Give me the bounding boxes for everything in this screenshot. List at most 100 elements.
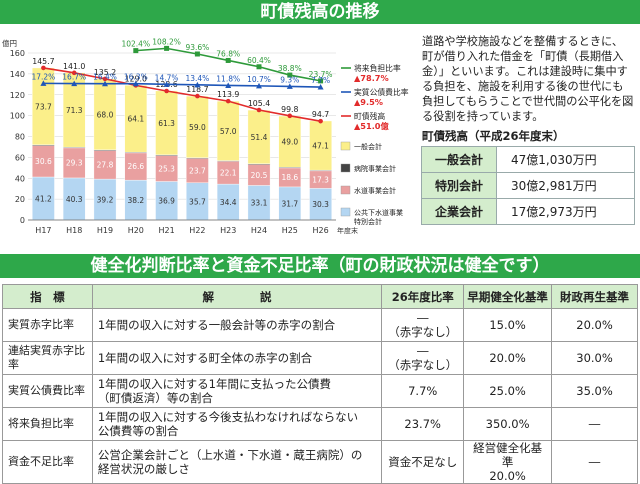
indicator-early: 15.0% (463, 308, 553, 342)
debt-service-label: 16.3% (124, 73, 148, 82)
table-row: 実質公債費比率 1年間の収入に対する1年間に支払った公債費 （町債返済）等の割合 … (2, 374, 638, 408)
header-fy26-rate: 26年度比率 (381, 284, 465, 309)
x-tick-label: H21 (158, 226, 174, 235)
debt-service-label: 16.7% (62, 73, 86, 82)
total-balance-label: 135.2 (94, 68, 116, 77)
debt-service-point (102, 80, 108, 87)
data-label: 25.3 (158, 164, 175, 173)
x-suffix-label: 年度末 (337, 226, 358, 235)
x-tick-label: H26 (312, 226, 328, 235)
data-label: 41.2 (35, 194, 52, 203)
total-balance-point (71, 70, 77, 76)
debt-service-line (43, 82, 321, 88)
data-label: 23.7 (189, 166, 206, 175)
indicator-name: 将来負担比率 (2, 407, 93, 441)
data-label: 29.3 (66, 159, 83, 168)
y-tick-label: 0 (20, 216, 25, 225)
debt-service-label: 13.4% (185, 74, 209, 83)
indicator-description: 1年間の収入に対する町全体の赤字の割合 (91, 341, 383, 375)
balance-value: 17億2,973万円 (496, 198, 635, 225)
debt-service-point (256, 82, 262, 89)
total-balance-point (287, 113, 293, 119)
debt-service-label: 11.8% (216, 74, 240, 83)
table-row: 実質赤字比率 1年間の収入に対する一般会計等の赤字の割合 ― （赤字なし） 15.… (2, 308, 638, 342)
x-tick-label: H22 (189, 226, 205, 235)
header-indicator: 指 標 (2, 284, 93, 309)
debt-service-point (225, 82, 232, 88)
ratio-table: 指 標 解 説 26年度比率 早期健全化基準 財政再生基準 実質赤字比率 1年間… (2, 284, 638, 484)
total-balance-point (256, 107, 262, 113)
legend-swatch (340, 141, 351, 151)
indicator-rebuild: 20.0% (551, 308, 638, 342)
total-balance-point (102, 76, 108, 82)
indicator-rebuild: ― (551, 407, 638, 441)
y-tick-label: 80 (15, 133, 25, 142)
future-burden-point (164, 45, 170, 51)
balance-row: 特別会計 30億2,981万円 (421, 172, 635, 199)
debt-service-point (163, 81, 170, 87)
data-label: 20.5 (251, 171, 268, 180)
header-early-standard: 早期健全化基準 (463, 284, 553, 309)
legend-swatch (340, 185, 351, 195)
balance-label: 一般会計 (421, 146, 497, 173)
y-tick-label: 40 (15, 174, 25, 183)
future-burden-point (194, 51, 200, 57)
indicator-rebuild: 35.0% (551, 374, 638, 408)
header-rebuild-standard: 財政再生基準 (551, 284, 638, 309)
balance-value: 47億1,030万円 (496, 146, 635, 173)
indicator-early: 20.0% (463, 341, 553, 375)
total-balance-point (164, 88, 169, 94)
y-tick-label: 140 (10, 70, 25, 79)
balance-table: 一般会計 47億1,030万円 特別会計 30億2,981万円 企業会計 17億… (421, 146, 635, 225)
future-burden-label: 93.6% (185, 43, 209, 52)
indicator-description: 1年間の収入に対する1年間に支払った公債費 （町債返済）等の割合 (91, 374, 383, 408)
indicator-rate: 23.7% (381, 407, 465, 441)
indicator-rate: ― （赤字なし） (381, 341, 465, 375)
x-tick-label: H24 (251, 226, 267, 235)
indicator-early: 25.0% (463, 374, 553, 408)
legend-stack-name: 特別会計 (354, 217, 382, 226)
bond-balance-chart: 億円02040608010012014016041.230.60.273.7H1… (2, 37, 409, 235)
balance-row: 一般会計 47億1,030万円 (421, 146, 635, 173)
y-tick-label: 120 (10, 91, 25, 100)
future-burden-label: 60.4% (247, 56, 271, 65)
legend-line-change: ▲51.0億 (354, 121, 389, 131)
total-balance-label: 145.7 (32, 57, 54, 66)
data-label: 33.1 (251, 199, 268, 208)
debt-service-label: 7.7% (311, 76, 330, 85)
balance-label: 企業会計 (421, 198, 497, 225)
indicator-early: 350.0% (463, 407, 553, 441)
data-label: 34.4 (220, 198, 237, 207)
y-unit-label: 億円 (2, 38, 17, 48)
debt-service-point (317, 84, 324, 90)
total-balance-line (43, 67, 321, 122)
future-burden-point (225, 57, 231, 63)
data-label: 51.4 (251, 133, 268, 142)
data-label: 17.3 (312, 175, 329, 184)
data-label: 47.1 (312, 142, 329, 151)
description-text: 道路や学校施設などを整備するときに、町が借り入れた借金を「町債（長期借入金）」と… (422, 35, 634, 123)
future-burden-label: 38.8% (278, 64, 302, 73)
data-label: 73.7 (35, 102, 52, 111)
legend-swatch (340, 163, 351, 173)
indicator-rate: 7.7% (381, 374, 465, 408)
debt-service-point (71, 80, 78, 87)
total-balance-point (195, 93, 200, 99)
section-title-bond-balance: 町債残高の推移 (0, 0, 640, 24)
data-label: 61.3 (158, 119, 175, 128)
future-burden-point (318, 78, 324, 84)
data-label: 49.0 (281, 138, 298, 147)
ratio-header-row: 指 標 解 説 26年度比率 早期健全化基準 財政再生基準 (2, 284, 638, 309)
table-row: 資金不足比率 公営企業会計ごと（上水道・下水道・蔵王病院）の 経営状況の厳しさ 資… (2, 440, 638, 484)
data-label: 31.7 (281, 199, 298, 208)
balance-row: 企業会計 17億2,973万円 (421, 198, 635, 225)
debt-service-label: 14.7% (155, 73, 179, 82)
balance-title: 町債残高（平成26年度末） (422, 129, 565, 143)
debt-service-label: 9.3% (280, 75, 299, 84)
legend-line-change: ▲78.7% (354, 73, 389, 83)
indicator-rate: 資金不足なし (381, 440, 465, 484)
data-label: 30.6 (35, 157, 52, 166)
x-tick-label: H20 (128, 226, 144, 235)
data-label: 35.7 (189, 197, 206, 206)
data-label: 59.0 (189, 123, 206, 132)
